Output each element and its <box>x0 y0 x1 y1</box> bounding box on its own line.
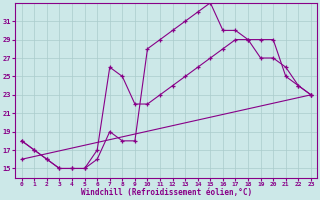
X-axis label: Windchill (Refroidissement éolien,°C): Windchill (Refroidissement éolien,°C) <box>81 188 252 197</box>
